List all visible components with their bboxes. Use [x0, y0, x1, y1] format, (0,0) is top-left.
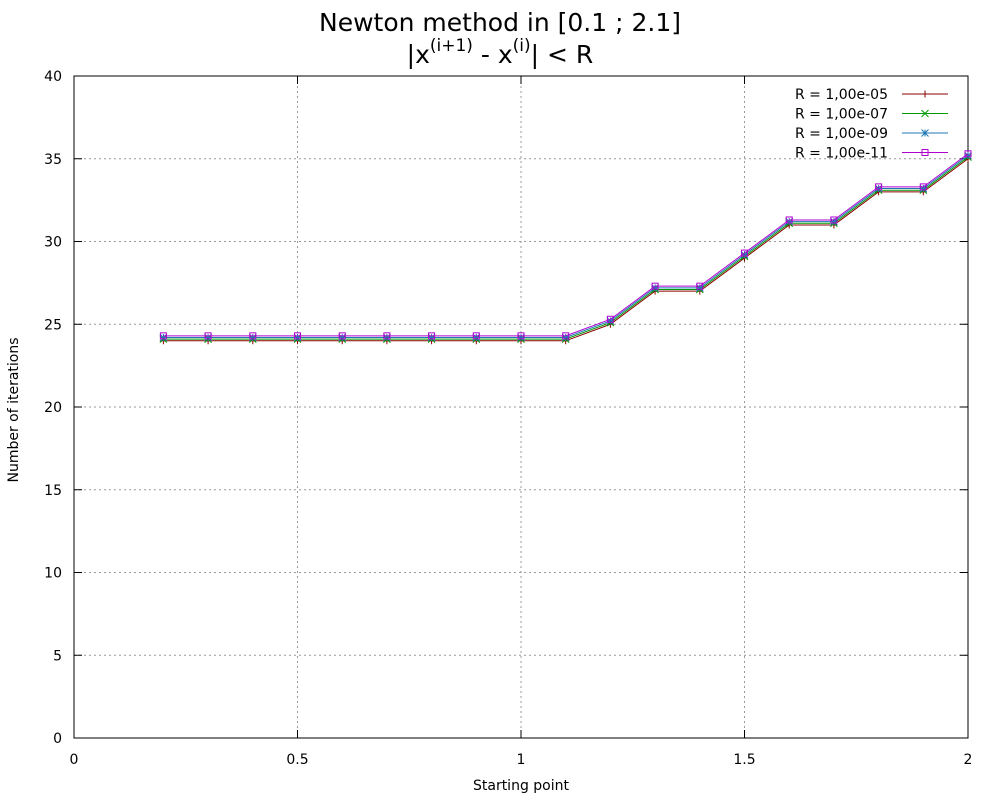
- data-point: [383, 332, 391, 340]
- subtitle-part: - x: [472, 40, 513, 69]
- data-point: [741, 249, 748, 257]
- x-tick-label: 2: [964, 752, 973, 768]
- series-line: [163, 158, 969, 342]
- legend-label: R = 1,00e-05: [795, 87, 888, 103]
- series-3: [159, 151, 972, 342]
- data-point: [785, 217, 794, 226]
- series-line: [163, 156, 969, 340]
- y-axis-label: Number of iterations: [6, 337, 22, 482]
- data-point: [874, 184, 883, 193]
- plot-frame: [73, 75, 969, 739]
- series-layer: [159, 150, 972, 345]
- data-point: [338, 333, 347, 342]
- subtitle-part: |x: [406, 40, 430, 69]
- data-point: [875, 183, 883, 191]
- axes: 0 5 10 15 20 25 30 35 40 0 0.5 1 1.5 2: [44, 69, 972, 768]
- data-point: [294, 332, 301, 340]
- data-point: [159, 332, 167, 340]
- y-tick-label: 35: [44, 152, 62, 168]
- y-tick-label: 5: [53, 648, 62, 664]
- data-point: [561, 333, 570, 342]
- subtitle-superscript: (i): [512, 36, 531, 56]
- legend: R = 1,00e-05 R = 1,00e-07 R = 1,00e-09 R = …: [795, 87, 948, 162]
- data-point: [651, 283, 659, 292]
- data-point: [740, 250, 749, 259]
- data-point: [517, 332, 525, 340]
- y-tick-label: 0: [53, 731, 62, 747]
- data-point: [921, 149, 929, 156]
- legend-label: R = 1,00e-07: [795, 107, 888, 123]
- data-point: [921, 109, 929, 118]
- x-axis-label: Starting point: [473, 778, 570, 794]
- y-tick-label: 20: [44, 400, 62, 416]
- x-tick-label: 1.5: [733, 752, 755, 768]
- x-tick-label: 1: [517, 752, 526, 768]
- data-point: [606, 315, 614, 323]
- data-point: [383, 333, 391, 342]
- data-point: [785, 216, 793, 224]
- data-point: [472, 332, 480, 340]
- data-point: [428, 332, 436, 340]
- data-point: [606, 317, 615, 325]
- data-point: [695, 283, 704, 292]
- data-point: [964, 151, 972, 160]
- data-point: [248, 333, 257, 342]
- series-1: [159, 155, 972, 345]
- x-tick-label: 0: [70, 752, 79, 768]
- data-point: [159, 333, 168, 342]
- legend-label: R = 1,00e-11: [795, 146, 888, 162]
- data-point: [919, 184, 928, 193]
- subtitle-superscript: (i+1): [429, 36, 473, 56]
- x-tick-label: 0.5: [286, 752, 308, 768]
- data-point: [562, 332, 570, 340]
- series-4: [159, 150, 972, 340]
- subtitle-part: | < R: [530, 40, 594, 69]
- series-line: [163, 153, 969, 337]
- y-tick-label: 25: [44, 317, 62, 333]
- data-point: [517, 333, 525, 342]
- data-point: [830, 217, 838, 226]
- grid-lines: [74, 76, 968, 738]
- series-line: [163, 155, 969, 338]
- data-point: [472, 333, 481, 342]
- data-point: [964, 150, 972, 158]
- legend-label: R = 1,00e-09: [795, 126, 888, 142]
- y-tick-label: 15: [44, 483, 62, 499]
- y-tick-label: 30: [44, 235, 62, 251]
- data-point: [921, 129, 929, 137]
- data-point: [696, 282, 704, 290]
- chart-subtitle: |x(i+1) - x(i)| < R: [0, 38, 1000, 70]
- data-point: [919, 183, 927, 191]
- data-point: [427, 333, 436, 342]
- series-2: [159, 153, 972, 343]
- y-tick-label: 40: [44, 69, 62, 85]
- data-point: [249, 332, 257, 340]
- data-point: [921, 90, 929, 98]
- data-point: [830, 216, 838, 224]
- y-tick-label: 10: [44, 566, 62, 582]
- data-point: [293, 333, 302, 342]
- data-point: [651, 282, 659, 290]
- chart-title: Newton method in [0.1 ; 2.1]: [319, 8, 681, 37]
- data-point: [204, 332, 212, 340]
- data-point: [338, 332, 346, 340]
- data-point: [204, 333, 212, 342]
